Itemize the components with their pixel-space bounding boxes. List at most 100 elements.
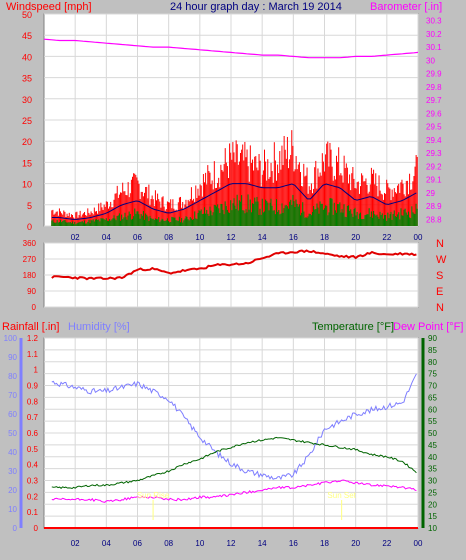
- rain-tick-label: 0.3: [27, 477, 39, 486]
- compass-label: W: [436, 254, 447, 266]
- barometer-tick-label: 29.5: [426, 123, 442, 132]
- temperature-tick-label: 30: [428, 477, 437, 486]
- x-tick-label: 10: [195, 233, 204, 242]
- x-tick-label: 04: [102, 233, 111, 242]
- rainfall-label: Rainfall [.in]: [2, 321, 59, 333]
- humidity-tick-label: 40: [8, 448, 17, 457]
- barometer-tick-label: 30: [426, 56, 435, 65]
- wind-tick-label: 30: [22, 95, 32, 105]
- temperature-tick-label: 50: [428, 429, 437, 438]
- temperature-tick-label: 60: [428, 405, 437, 414]
- wind-tick-label: 10: [22, 180, 32, 190]
- barometer-tick-label: 29.2: [426, 162, 442, 171]
- direction-grid: [44, 242, 419, 308]
- compass-label: S: [436, 270, 443, 282]
- x-tick-label: 02: [71, 539, 80, 548]
- rain-tick-label: 0: [34, 524, 39, 533]
- compass-label: N: [436, 238, 444, 250]
- rain-tick-label: 1.2: [27, 334, 39, 343]
- x-tick-label: 14: [258, 539, 267, 548]
- x-tick-label: 12: [227, 539, 236, 548]
- humidity-label: Humidity [%]: [68, 321, 130, 333]
- temperature-tick-label: 80: [428, 358, 437, 367]
- wind-tick-label: 40: [22, 52, 32, 62]
- temperature-tick-label: 75: [428, 370, 437, 379]
- direction-tick-label: 360: [23, 239, 37, 248]
- x-tick-label: 04: [102, 539, 111, 548]
- barometer-tick-label: 29.7: [426, 96, 442, 105]
- wind-tick-label: 25: [22, 116, 32, 126]
- temperature-tick-label: 70: [428, 382, 437, 391]
- direction-marks: [51, 249, 417, 281]
- barometer-line: [43, 38, 419, 59]
- humidity-tick-label: 30: [8, 467, 17, 476]
- rain-tick-label: 0.9: [27, 382, 39, 391]
- wind-tick-label: 50: [22, 10, 32, 20]
- temperature-tick-label: 20: [428, 500, 437, 509]
- temperature-line: [51, 436, 417, 490]
- rain-tick-label: 0.5: [27, 445, 39, 454]
- barometer-tick-label: 29.8: [426, 83, 442, 92]
- rain-tick-label: 0.6: [27, 429, 39, 438]
- rain-tick-label: 0.4: [27, 461, 39, 470]
- x-tick-label: 16: [289, 233, 298, 242]
- temperature-tick-label: 55: [428, 417, 437, 426]
- humidity-tick-label: 10: [8, 505, 17, 514]
- humidity-tick-label: 80: [8, 372, 17, 381]
- barometer-tick-label: 30.2: [426, 30, 442, 39]
- temperature-axes: 010203040506070809010000.10.20.30.40.50.…: [4, 334, 438, 548]
- x-tick-label: 22: [382, 539, 391, 548]
- compass-label: E: [436, 286, 443, 298]
- temperature-tick-label: 25: [428, 488, 437, 497]
- humidity-tick-label: 20: [8, 486, 17, 495]
- sunrise-label: Sun Rise: [137, 491, 170, 500]
- barometer-label: Barometer [.in]: [370, 1, 442, 13]
- wind-tick-label: 0: [27, 222, 32, 232]
- humidity-tick-label: 100: [4, 334, 18, 343]
- x-tick-label: 08: [164, 539, 173, 548]
- sunset-label: Sun Set: [327, 491, 356, 500]
- humidity-tick-label: 60: [8, 410, 17, 419]
- temperature-tick-label: 45: [428, 441, 437, 450]
- wind-tick-label: 15: [22, 158, 32, 168]
- temperature-tick-label: 65: [428, 393, 437, 402]
- x-tick-label: 02: [71, 233, 80, 242]
- x-tick-label: 20: [351, 233, 360, 242]
- x-tick-label: 12: [227, 233, 236, 242]
- direction-line: [51, 249, 417, 281]
- direction-tick-label: 90: [27, 287, 36, 296]
- barometer-tick-label: 29: [426, 189, 435, 198]
- wind-tick-label: 5: [27, 201, 32, 211]
- humidity-tick-label: 50: [8, 429, 17, 438]
- direction-tick-label: 0: [32, 303, 37, 312]
- humidity-tick-label: 0: [13, 524, 18, 533]
- wind-tick-label: 20: [22, 137, 32, 147]
- dewpoint-label: Dew Point [°F]: [393, 321, 463, 333]
- x-tick-label: 00: [414, 539, 423, 548]
- direction-tick-label: 270: [23, 255, 37, 264]
- temperature-label: Temperature [°F]: [312, 321, 394, 333]
- x-tick-label: 22: [382, 233, 391, 242]
- rain-tick-label: 0.7: [27, 413, 39, 422]
- barometer-tick-label: 29.4: [426, 136, 442, 145]
- x-tick-label: 16: [289, 539, 298, 548]
- windspeed-label: Windspeed [mph]: [6, 1, 92, 13]
- x-tick-label: 20: [351, 539, 360, 548]
- temperature-tick-label: 15: [428, 512, 437, 521]
- wind-average-line: [51, 183, 417, 220]
- rain-tick-label: 0.1: [27, 508, 39, 517]
- temperature-tick-label: 35: [428, 465, 437, 474]
- barometer-tick-label: 29.3: [426, 149, 442, 158]
- chart-title: 24 hour graph day : March 19 2014: [170, 1, 342, 13]
- wind-tick-label: 35: [22, 74, 32, 84]
- x-tick-label: 18: [320, 539, 329, 548]
- wind-tick-label: 45: [22, 31, 32, 41]
- temperature-tick-label: 90: [428, 334, 437, 343]
- temperature-marks: Sun Rise Sun Set: [44, 373, 418, 529]
- barometer-tick-label: 29.6: [426, 109, 442, 118]
- x-tick-label: 10: [195, 539, 204, 548]
- x-tick-label: 06: [133, 233, 142, 242]
